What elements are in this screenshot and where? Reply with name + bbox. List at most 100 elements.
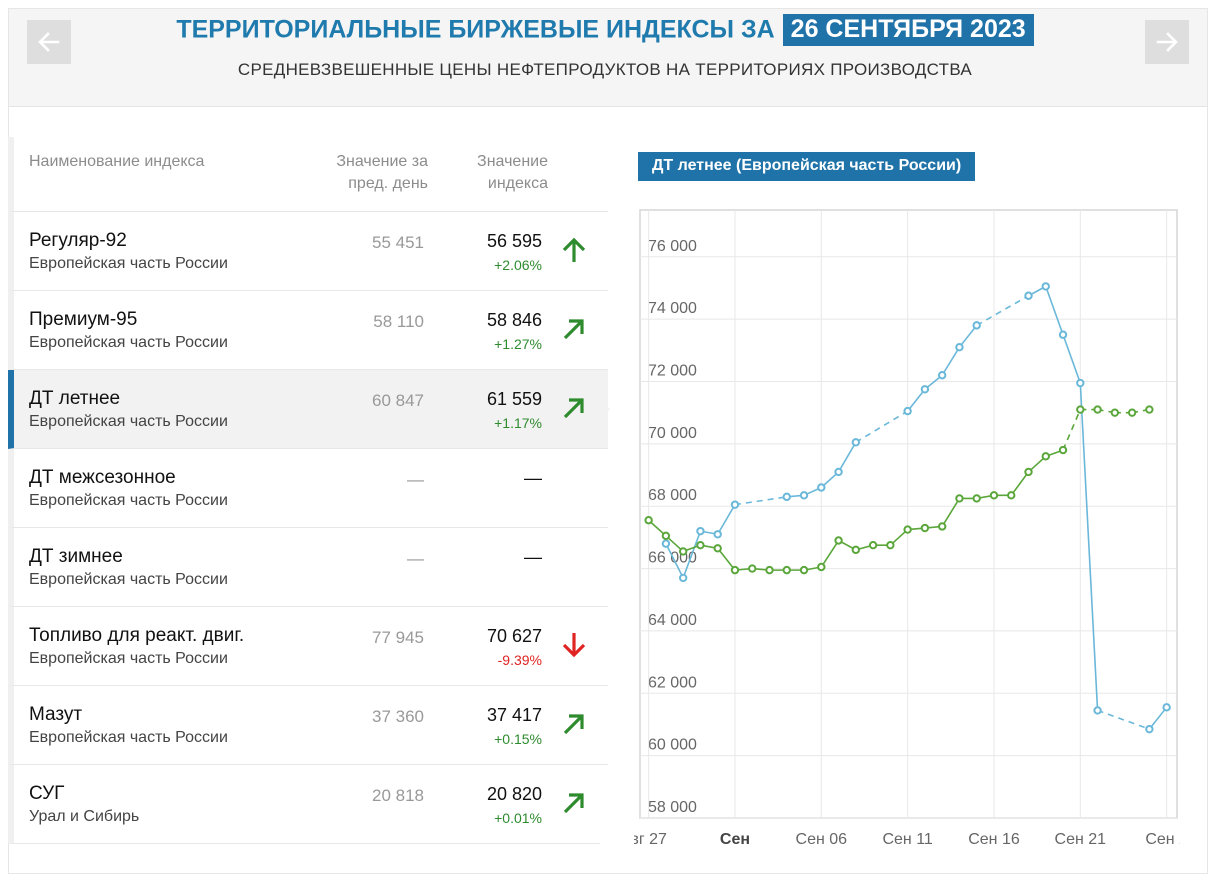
next-date-button[interactable] <box>1145 20 1189 64</box>
series-1-point <box>955 494 964 503</box>
series-0-point <box>834 467 843 477</box>
table-row[interactable]: ДТ межсезонное Европейская часть России — — <box>8 449 608 528</box>
trend-indicator <box>559 235 589 265</box>
series-0-segment <box>665 543 684 579</box>
change-percent: +1.17% <box>494 415 542 431</box>
trend-indicator <box>559 314 589 344</box>
series-0-segment <box>1148 706 1168 730</box>
index-region: Урал и Сибирь <box>29 808 140 825</box>
series-1-point <box>1041 452 1050 461</box>
page-title-text: ТЕРРИТОРИАЛЬНЫЕ БИРЖЕВЫЕ ИНДЕКСЫ ЗА <box>176 15 775 44</box>
series-0-point <box>1058 330 1068 339</box>
series-0-point <box>1093 706 1102 715</box>
x-tick-label: Сен 06 <box>796 831 848 848</box>
date-badge[interactable]: 26 СЕНТЯБРЯ 2023 <box>782 14 1034 46</box>
index-region: Европейская часть России <box>29 729 228 746</box>
prev-date-button[interactable] <box>27 20 71 64</box>
table-row[interactable]: Регуляр-92 Европейская часть России 55 451… <box>8 212 608 291</box>
prev-value: 58 110 <box>373 312 424 331</box>
change-percent: +1.27% <box>494 336 542 352</box>
series-1-point <box>782 565 791 575</box>
y-tick-label: 64 000 <box>648 612 697 629</box>
x-tick-label: вг 27 <box>630 831 667 848</box>
series-1-point <box>851 545 861 555</box>
x-tick-label: Сен 21 <box>1055 831 1107 848</box>
series-0-segment <box>1079 383 1099 711</box>
series-0-point <box>817 483 826 492</box>
series-1-point <box>765 565 774 575</box>
index-region: Европейская часть России <box>29 255 228 272</box>
change-percent: -9.39% <box>497 652 542 668</box>
active-row-pointer <box>600 399 610 419</box>
series-1-segment <box>717 547 736 571</box>
arrow-left-icon <box>38 32 60 52</box>
index-region: Европейская часть России <box>29 571 228 588</box>
series-1-point <box>937 522 947 531</box>
x-tick-label: Сен 11 <box>882 831 932 848</box>
series-1-point <box>1024 467 1033 477</box>
prev-value: — <box>407 549 424 568</box>
chart-title: ДТ летнее (Европейская часть России) <box>638 152 976 181</box>
table-row[interactable]: ДТ летнее Европейская часть России 60 847 6… <box>8 370 608 449</box>
index-value: — <box>524 547 542 567</box>
index-value: 58 846 <box>486 310 542 330</box>
series-0-point <box>851 438 861 447</box>
series-0-segment <box>1062 334 1082 384</box>
table-row[interactable]: Мазут Европейская часть России 37 360 37 41… <box>8 686 608 765</box>
table-row[interactable]: Премиум-95 Европейская часть России 58 110… <box>8 291 608 370</box>
y-tick-label: 72 000 <box>648 362 697 379</box>
prev-value: 20 818 <box>372 786 424 805</box>
series-0-segment <box>1045 286 1064 335</box>
axis-mask-right <box>1180 823 1200 860</box>
series-1-point <box>1145 405 1154 414</box>
x-tick-label: Сен 16 <box>968 831 1020 848</box>
index-name: ДТ летнее <box>29 388 121 409</box>
series-0-point <box>903 406 912 416</box>
series-1-segment <box>941 497 961 527</box>
series-0-segment <box>837 441 857 473</box>
series-0-point <box>661 539 671 548</box>
arrow-up-right-icon <box>563 793 584 814</box>
series-1-point <box>1093 405 1102 414</box>
prev-value: 55 451 <box>372 233 424 252</box>
series-0-point <box>1145 724 1154 734</box>
series-0-point <box>713 530 722 539</box>
series-0-segment <box>734 496 787 506</box>
series-0-point <box>920 385 930 394</box>
x-tick-label: Сен 2 <box>1145 831 1188 848</box>
axis-mask-left <box>600 823 634 860</box>
series-1-point <box>903 525 912 534</box>
series-1-point <box>730 565 740 575</box>
y-tick-label: 68 000 <box>648 487 697 504</box>
trend-indicator <box>559 630 589 660</box>
trend-indicator <box>559 788 589 818</box>
series-1-point <box>989 491 999 500</box>
index-region: Европейская часть России <box>29 492 228 509</box>
prev-value: 77 945 <box>372 628 424 647</box>
series-1-point <box>1110 408 1120 417</box>
index-value: 37 417 <box>486 705 542 725</box>
index-value: 61 559 <box>486 389 542 409</box>
trend-indicator <box>559 709 589 739</box>
index-value: 70 627 <box>486 626 542 646</box>
series-0-point <box>678 573 688 583</box>
table-row[interactable]: СУГ Урал и Сибирь 20 818 20 820 +0.01% <box>8 765 608 844</box>
series-0-point <box>799 491 809 500</box>
change-percent: +0.15% <box>494 731 542 747</box>
arrow-up-right-icon <box>563 714 584 735</box>
plot-area <box>639 209 1178 819</box>
table-header: Наименование индекса Значение за пред. д… <box>8 137 608 212</box>
table-row[interactable]: Топливо для реакт. двиг. Европейская част… <box>8 607 608 686</box>
series-0-point <box>782 492 791 502</box>
arrow-up-icon <box>562 237 586 262</box>
series-0-point <box>972 321 981 330</box>
series-1-point <box>834 536 843 545</box>
series-0-segment <box>976 295 1029 327</box>
table-row[interactable]: ДТ зимнее Европейская часть России — — <box>8 528 608 607</box>
index-name: Мазут <box>29 704 83 725</box>
index-value: 56 595 <box>486 231 542 251</box>
series-1-point <box>972 494 981 503</box>
arrow-up-right-icon <box>563 398 584 419</box>
change-percent: +2.06% <box>494 257 542 273</box>
